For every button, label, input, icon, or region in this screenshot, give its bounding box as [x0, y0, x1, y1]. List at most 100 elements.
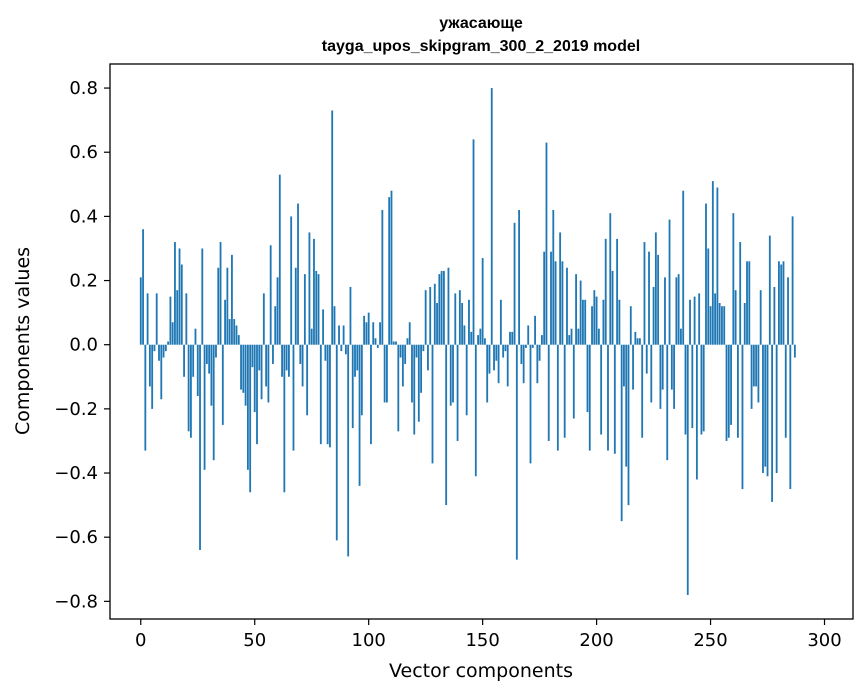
bar [648, 251, 650, 345]
y-tick-label: 0.2 [69, 271, 98, 292]
bar [212, 344, 215, 461]
bar [445, 344, 448, 506]
chart-title: ужасающе [439, 15, 523, 32]
bar [333, 306, 336, 345]
bar [194, 328, 197, 345]
bar [714, 293, 717, 345]
bar [721, 306, 723, 345]
bar [577, 328, 580, 345]
bar [775, 344, 778, 474]
y-tick-label: −0.4 [54, 463, 98, 484]
bar [288, 344, 290, 377]
bar [629, 306, 632, 345]
bar [556, 344, 559, 451]
bar [356, 344, 359, 371]
bar [520, 344, 523, 364]
bar [183, 344, 185, 377]
bar [274, 306, 277, 345]
bar [680, 328, 682, 345]
bar [757, 344, 760, 403]
bar [303, 274, 306, 345]
bar [180, 264, 183, 345]
bar [575, 274, 577, 345]
bar [349, 286, 352, 345]
bar [267, 344, 270, 403]
bar [764, 344, 767, 467]
bar [711, 181, 714, 345]
bar [707, 248, 710, 345]
bar [741, 344, 744, 490]
bar [167, 341, 170, 345]
bar [224, 299, 226, 345]
bar [613, 344, 616, 454]
bar [221, 344, 224, 425]
bar [686, 344, 689, 595]
bar [607, 344, 609, 451]
bar [374, 338, 377, 345]
bar [253, 344, 256, 413]
bar [570, 328, 573, 345]
bar [420, 344, 423, 393]
y-tick-label: 0.6 [69, 142, 98, 163]
bar [326, 344, 329, 445]
bar [780, 264, 783, 345]
chart-subtitle: tayga_upos_skipgram_300_2_2019 model [322, 38, 640, 55]
bar [240, 344, 242, 390]
bar [452, 344, 454, 403]
bar [531, 344, 534, 348]
bar [146, 293, 149, 345]
bar [752, 344, 755, 387]
bar [736, 344, 739, 438]
bar [192, 344, 195, 377]
bar [367, 312, 370, 345]
bar [525, 344, 527, 348]
bar [591, 306, 593, 345]
bar [497, 344, 500, 384]
x-tick-label: 300 [807, 630, 841, 651]
bar [623, 344, 625, 387]
bar [363, 315, 366, 345]
bar [365, 322, 368, 345]
bar [360, 344, 363, 416]
x-axis-label: Vector components [389, 660, 573, 682]
bar [634, 331, 637, 345]
bar [246, 344, 249, 470]
bar [645, 344, 648, 374]
bar [436, 303, 438, 345]
bar [554, 261, 557, 345]
bar [440, 270, 443, 345]
bar [506, 344, 509, 387]
bar [490, 88, 493, 345]
bar [632, 344, 634, 390]
bar [529, 344, 532, 464]
bar [559, 232, 562, 345]
bar-series [139, 88, 796, 595]
bar [397, 344, 400, 432]
bar [584, 299, 587, 345]
bar [511, 331, 514, 345]
bar [518, 209, 521, 345]
x-tick-label: 50 [243, 630, 266, 651]
bar [433, 283, 436, 345]
bar [727, 344, 730, 438]
bar [768, 235, 771, 345]
bar [675, 277, 678, 345]
bar [203, 344, 206, 470]
bar [308, 232, 311, 345]
y-tick-label: 0.0 [69, 335, 98, 356]
bar [297, 203, 299, 345]
bar [602, 299, 605, 345]
bar [427, 344, 429, 371]
bar [468, 299, 470, 345]
bar [604, 238, 607, 345]
bar [265, 344, 268, 387]
bar [208, 344, 211, 374]
bar [178, 248, 181, 345]
bar [139, 277, 142, 345]
bar [620, 344, 623, 522]
bar [682, 190, 685, 345]
bar [481, 258, 484, 345]
bar [582, 299, 584, 345]
bar [732, 213, 735, 345]
bar [376, 344, 379, 348]
